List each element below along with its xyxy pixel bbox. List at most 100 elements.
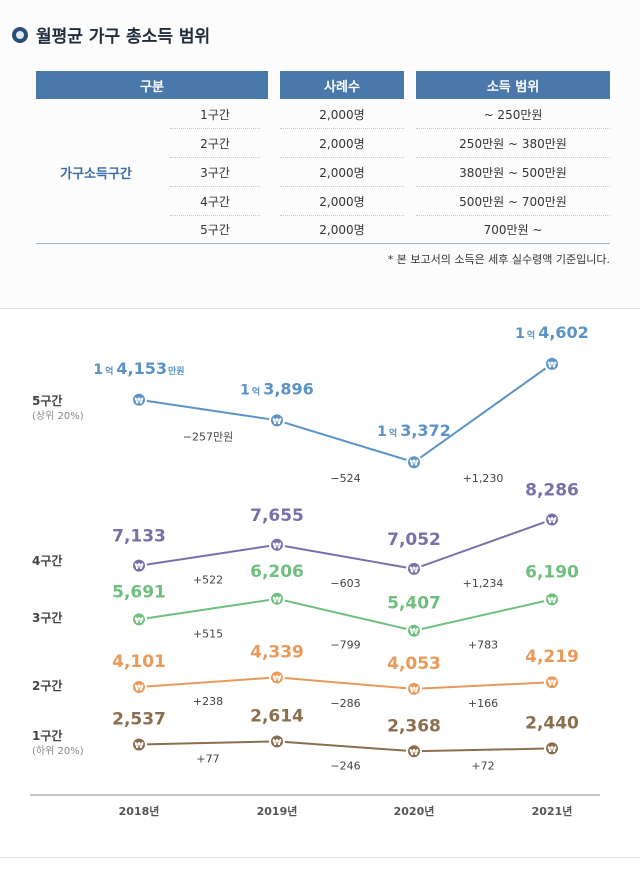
data-value-label: 4,053: [387, 654, 441, 674]
won-marker-icon: [406, 454, 422, 471]
data-value-label: 1 억 4,153만원: [93, 359, 184, 378]
change-delta-label: +1,230: [463, 472, 504, 485]
won-marker-glyph: ₩: [273, 541, 282, 550]
won-marker-icon: [544, 511, 560, 528]
won-marker-glyph: ₩: [548, 679, 557, 688]
won-marker-icon: [131, 391, 147, 408]
row-range: 380만원 ~ 500만원: [459, 165, 567, 180]
won-marker-glyph: ₩: [548, 596, 557, 605]
won-marker-icon: [406, 560, 422, 577]
header-section: 구분: [36, 71, 268, 99]
won-marker-glyph: ₩: [273, 595, 282, 604]
change-delta-label: +1,234: [463, 577, 504, 590]
won-marker-icon: [544, 740, 560, 757]
row-range: 700만원 ~: [483, 222, 543, 237]
row-range: ~ 250만원: [483, 107, 543, 122]
row-range: 250만원 ~ 380만원: [459, 136, 567, 151]
series-name-label: 1구간: [32, 728, 62, 743]
row-count: 2,000명: [319, 107, 365, 122]
won-marker-glyph: ₩: [273, 674, 282, 683]
data-value-label: 7,133: [112, 527, 166, 547]
won-marker-icon: [406, 743, 422, 760]
change-delta-label: −286: [330, 697, 360, 710]
x-tick-label: 2021년: [532, 804, 573, 818]
section-title: 월평균 가구 총소득 범위: [12, 22, 210, 47]
row-section: 5구간: [200, 222, 230, 237]
won-marker-icon: [406, 622, 422, 639]
won-marker-icon: [269, 590, 285, 607]
won-marker-glyph: ₩: [135, 741, 144, 750]
data-value-label: 1 억 3,896: [240, 379, 314, 398]
group-label: 가구소득구간: [60, 166, 132, 182]
data-value-label: 4,339: [250, 642, 304, 662]
won-marker-icon: [131, 611, 147, 628]
table-note: * 본 보고서의 소득은 세후 실수령액 기준입니다.: [387, 253, 610, 266]
x-tick-label: 2018년: [119, 804, 160, 818]
data-value-label: 7,655: [250, 506, 304, 526]
data-value-label: 5,691: [112, 582, 166, 602]
change-delta-label: +783: [468, 639, 498, 652]
won-marker-glyph: ₩: [410, 459, 419, 468]
data-value-label: 2,614: [250, 706, 304, 726]
series-line: [138, 676, 553, 690]
series-sublabel: (하위 20%): [32, 744, 84, 757]
row-section: 1구간: [200, 107, 230, 122]
row-section: 4구간: [200, 194, 230, 209]
change-delta-label: −246: [330, 759, 360, 772]
data-value-label: 6,190: [525, 562, 579, 582]
row-section: 2구간: [200, 136, 230, 151]
won-marker-glyph: ₩: [410, 565, 419, 574]
change-delta-label: +72: [471, 759, 494, 772]
won-marker-glyph: ₩: [273, 738, 282, 747]
series-line: [138, 597, 553, 632]
data-value-label: 2,537: [112, 710, 166, 730]
data-value-label: 4,219: [525, 647, 579, 667]
change-delta-label: −799: [330, 639, 360, 652]
row-section: 3구간: [200, 165, 230, 180]
data-value-label: 8,286: [525, 481, 579, 501]
change-delta-label: +238: [193, 695, 223, 708]
won-marker-glyph: ₩: [548, 516, 557, 525]
series-line: [138, 362, 553, 464]
row-count: 2,000명: [319, 194, 365, 209]
series-name-label: 4구간: [32, 553, 62, 568]
change-delta-label: +515: [193, 627, 223, 640]
change-delta-label: +166: [468, 697, 498, 710]
row-range: 500만원 ~ 700만원: [459, 194, 567, 209]
series-name-label: 3구간: [32, 610, 62, 625]
table-bottom-rule: [36, 243, 610, 244]
won-marker-icon: [544, 355, 560, 372]
won-marker-icon: [544, 591, 560, 608]
won-marker-glyph: ₩: [273, 417, 282, 426]
data-value-label: 2,368: [387, 716, 441, 736]
won-marker-icon: [131, 557, 147, 574]
won-marker-icon: [269, 733, 285, 750]
won-marker-icon: [544, 674, 560, 691]
x-tick-label: 2019년: [257, 804, 298, 818]
won-marker-icon: [406, 680, 422, 697]
change-delta-label: −524: [330, 472, 360, 485]
change-delta-label: +522: [193, 574, 223, 587]
won-marker-glyph: ₩: [548, 745, 557, 754]
series-sublabel: (상위 20%): [32, 409, 84, 422]
won-marker-icon: [131, 678, 147, 695]
won-marker-glyph: ₩: [548, 360, 557, 369]
data-value-label: 6,206: [250, 562, 304, 582]
won-marker-glyph: ₩: [410, 685, 419, 694]
header-count: 사례수: [280, 71, 404, 99]
won-marker-glyph: ₩: [135, 396, 144, 405]
row-count: 2,000명: [319, 136, 365, 151]
change-delta-label: +77: [196, 753, 219, 766]
won-marker-icon: [269, 536, 285, 553]
series-line: [138, 740, 553, 753]
won-marker-glyph: ₩: [135, 683, 144, 692]
won-marker-icon: [131, 736, 147, 753]
change-delta-label: −603: [330, 577, 360, 590]
row-count: 2,000명: [319, 165, 365, 180]
row-count: 2,000명: [319, 222, 365, 237]
circle-bullet-icon: [12, 26, 28, 43]
x-tick-label: 2020년: [394, 804, 435, 818]
won-marker-glyph: ₩: [410, 748, 419, 757]
data-value-label: 1 억 3,372: [377, 421, 451, 440]
